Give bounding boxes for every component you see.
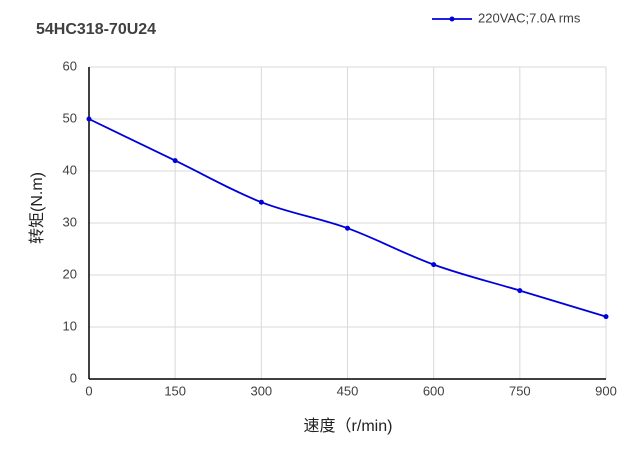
y-tick-label: 0 [70, 370, 77, 385]
x-tick-label: 0 [85, 383, 92, 398]
x-tick-label: 600 [423, 383, 445, 398]
point [258, 199, 264, 205]
x-tick-label: 900 [595, 383, 617, 398]
chart-title: 54HC318-70U24 [36, 21, 156, 38]
legend-marker [449, 16, 455, 22]
y-tick-label: 20 [63, 266, 77, 281]
y-axis-label: 转矩(N.m) [28, 172, 46, 244]
x-tick-label: 750 [509, 383, 531, 398]
point [172, 158, 178, 164]
y-tick-label: 50 [63, 110, 77, 125]
legend-label: 220VAC;7.0A rms [478, 10, 581, 25]
x-tick-label: 450 [337, 383, 359, 398]
y-tick-label: 40 [63, 162, 77, 177]
point [345, 225, 350, 231]
point [603, 314, 609, 320]
point [517, 288, 523, 294]
y-tick-label: 10 [63, 318, 77, 333]
x-tick-label: 300 [250, 383, 272, 398]
point [86, 116, 92, 122]
point [431, 262, 437, 268]
x-axis-label: 速度（r/min) [304, 417, 393, 435]
y-tick-label: 60 [63, 58, 77, 73]
y-tick-label: 30 [63, 214, 77, 229]
x-tick-label: 150 [164, 383, 186, 398]
